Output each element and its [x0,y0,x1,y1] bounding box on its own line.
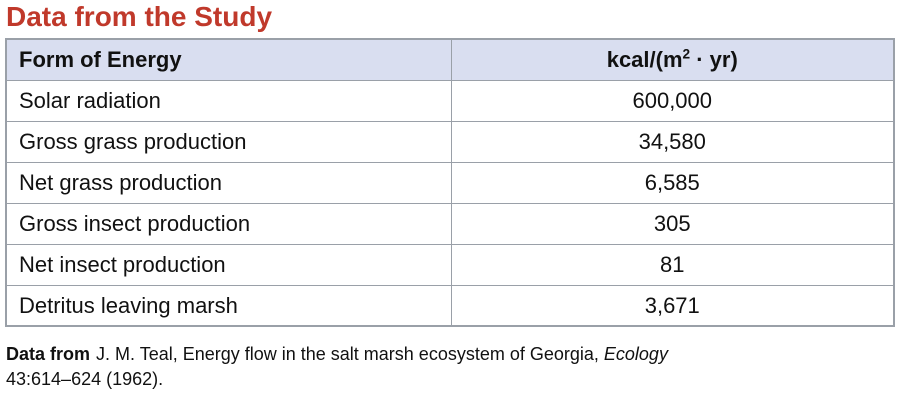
source-lead: Data from [6,344,91,365]
source-text-line1: J. M. Teal, Energy flow in the salt mars… [96,344,599,365]
units-rest: · yr) [690,47,738,73]
units-base: kcal/(m [606,47,683,73]
energy-value-cell: 600,000 [450,79,895,122]
table-row: Gross grass production 34,580 [5,120,895,163]
source-text-line2: 43:614–624 (1962). [6,369,164,390]
energy-form-cell: Net insect production [5,243,452,286]
page-title: Data from the Study [6,1,273,32]
energy-data-table: Form of Energy kcal/(m2 · yr) Solar radi… [5,38,895,328]
table-row: Detritus leaving marsh 3,671 [5,284,895,327]
energy-value-cell: 34,580 [450,120,895,163]
energy-value-cell: 81 [450,243,895,286]
journal-name: Ecology [603,344,668,365]
energy-value-cell: 3,671 [450,284,895,327]
column-header-form-of-energy: Form of Energy [5,38,452,81]
units-superscript: 2 [682,46,691,62]
source-note: Data from J. M. Teal, Energy flow in the … [6,342,895,392]
column-header-units: kcal/(m2 · yr) [450,38,895,81]
table-row: Net grass production 6,585 [5,161,895,204]
energy-form-cell: Gross grass production [5,120,452,163]
table-row: Solar radiation 600,000 [5,79,895,122]
table-row: Gross insect production 305 [5,202,895,245]
table-row: Net insect production 81 [5,243,895,286]
energy-form-cell: Net grass production [5,161,452,204]
table-header-row: Form of Energy kcal/(m2 · yr) [5,38,895,81]
energy-value-cell: 6,585 [450,161,895,204]
energy-form-cell: Gross insect production [5,202,452,245]
energy-form-cell: Detritus leaving marsh [5,284,452,327]
energy-value-cell: 305 [450,202,895,245]
page: Data from the Study Form of Energy kcal/… [5,1,895,392]
energy-form-cell: Solar radiation [5,79,452,122]
